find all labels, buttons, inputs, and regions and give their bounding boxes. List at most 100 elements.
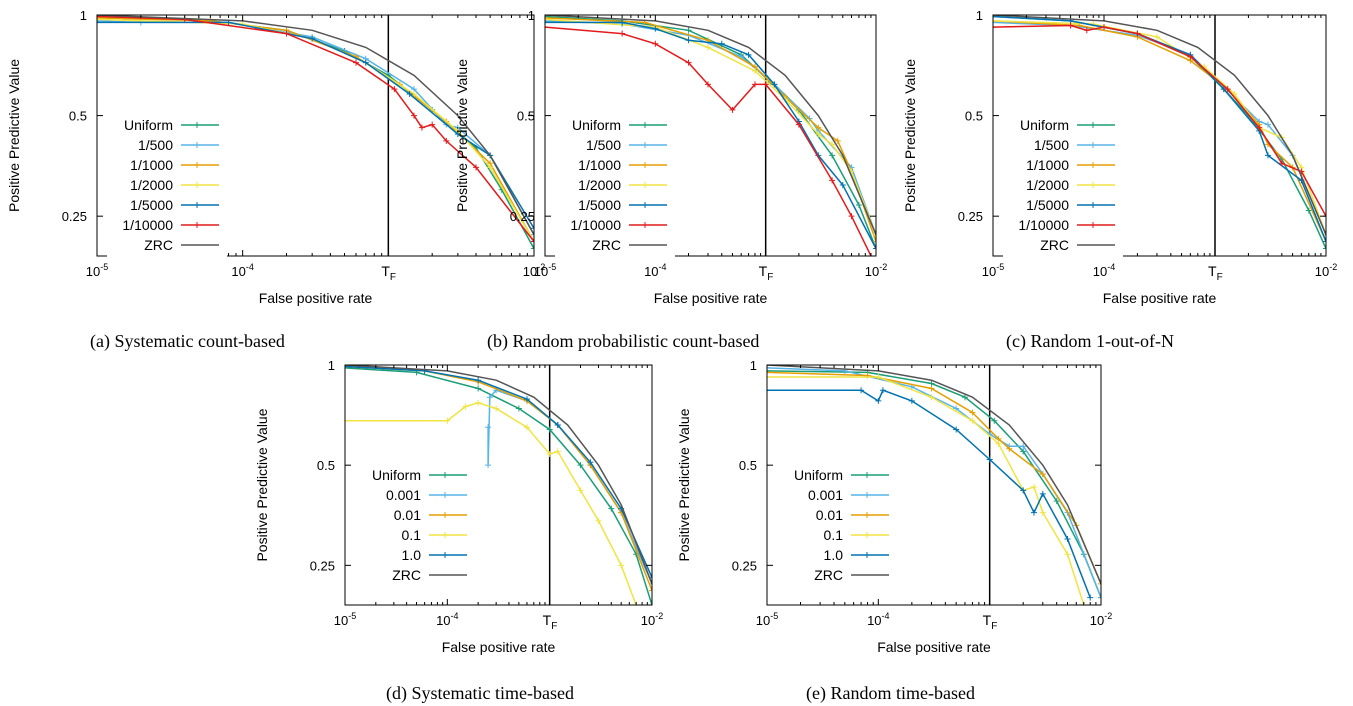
legend-label: ZRC bbox=[592, 237, 621, 253]
data-point bbox=[928, 385, 935, 392]
legend-label: ZRC bbox=[1040, 237, 1069, 253]
chart-panel-4: 10-5 10-4 10-2 TF 1 0.5 0.25 False positive rat… bbox=[254, 358, 663, 704]
data-point bbox=[873, 231, 876, 238]
y-tick-label: 0.25 bbox=[732, 558, 757, 573]
data-point bbox=[619, 19, 626, 26]
data-point bbox=[1006, 445, 1013, 452]
data-point bbox=[1039, 471, 1046, 478]
data-point bbox=[487, 164, 494, 171]
data-point bbox=[545, 24, 548, 31]
data-point bbox=[704, 81, 711, 88]
threshold-label: TF bbox=[543, 612, 558, 632]
data-point bbox=[873, 245, 876, 252]
series-line-1-0 bbox=[767, 389, 1091, 598]
y-tick-label: 1 bbox=[80, 8, 87, 23]
plot-frame bbox=[544, 14, 877, 257]
legend-label: ZRC bbox=[392, 567, 421, 583]
data-point bbox=[97, 15, 100, 21]
data-point bbox=[969, 409, 976, 416]
data-point bbox=[1083, 27, 1090, 34]
y-tick-label: 1 bbox=[528, 8, 535, 23]
x-tick-label: 10-2 bbox=[865, 262, 887, 279]
data-point bbox=[429, 121, 436, 128]
data-point bbox=[1323, 238, 1326, 245]
x-tick-label: 10-2 bbox=[523, 262, 545, 279]
data-point bbox=[1264, 121, 1271, 128]
data-point bbox=[718, 40, 725, 47]
series-line-1-10000 bbox=[545, 26, 872, 256]
data-point bbox=[97, 19, 100, 26]
data-point bbox=[618, 562, 625, 569]
data-point bbox=[729, 106, 736, 113]
data-point bbox=[848, 213, 855, 220]
legend-label: 1/10000 bbox=[1018, 217, 1069, 233]
data-point bbox=[829, 152, 836, 159]
data-point bbox=[486, 394, 493, 401]
legend-label: 0.001 bbox=[808, 487, 843, 503]
data-point bbox=[1053, 498, 1060, 505]
legend-label: 1/500 bbox=[586, 137, 621, 153]
data-point bbox=[309, 35, 316, 42]
x-tick-label: 10-2 bbox=[641, 611, 663, 628]
legend-label: 1/1000 bbox=[130, 157, 173, 173]
data-point bbox=[546, 451, 553, 458]
legend-label: Uniform bbox=[572, 117, 621, 133]
panel-caption: (a) Systematic count-based bbox=[90, 331, 285, 352]
data-point bbox=[928, 394, 935, 401]
data-point bbox=[652, 25, 659, 32]
data-point bbox=[685, 59, 692, 66]
legend-label: 1/5000 bbox=[130, 197, 173, 213]
data-point bbox=[97, 17, 100, 24]
data-point bbox=[473, 164, 480, 171]
x-tick-label: 10-5 bbox=[982, 262, 1004, 279]
data-point bbox=[587, 459, 594, 466]
data-point bbox=[986, 456, 993, 463]
panel-caption: (c) Random 1-out-of-N bbox=[1006, 331, 1174, 352]
data-point bbox=[908, 397, 915, 404]
legend-label: 1/10000 bbox=[122, 217, 173, 233]
y-tick-label: 0.5 bbox=[517, 109, 535, 124]
legend-label: 1.0 bbox=[402, 547, 422, 563]
data-point bbox=[875, 397, 882, 404]
y-tick-label: 1 bbox=[328, 358, 335, 373]
legend-label: 1/500 bbox=[1034, 137, 1069, 153]
data-point bbox=[418, 124, 425, 131]
data-point bbox=[577, 462, 584, 469]
data-point bbox=[839, 181, 846, 188]
x-axis-label: False positive rate bbox=[877, 639, 991, 655]
data-point bbox=[1087, 594, 1094, 601]
data-point bbox=[1134, 30, 1141, 37]
data-point bbox=[1020, 487, 1027, 494]
data-point bbox=[345, 365, 348, 371]
data-point bbox=[1020, 448, 1027, 455]
data-point bbox=[1064, 551, 1071, 558]
data-point bbox=[751, 67, 758, 74]
legend-label: 0.1 bbox=[824, 527, 844, 543]
legend-label: Uniform bbox=[372, 467, 421, 483]
series-line-0-1 bbox=[767, 376, 1085, 605]
y-tick-label: 0.5 bbox=[739, 458, 757, 473]
data-point bbox=[475, 385, 482, 392]
legend-label: 1/1000 bbox=[578, 157, 621, 173]
x-tick-label: 10-4 bbox=[644, 262, 666, 279]
x-tick-label: 10-5 bbox=[534, 262, 556, 279]
data-point bbox=[577, 487, 584, 494]
legend-label: 0.001 bbox=[386, 487, 421, 503]
data-point bbox=[362, 59, 369, 66]
series-line-1-5000 bbox=[97, 21, 534, 229]
legend-label: 1/5000 bbox=[1026, 197, 1069, 213]
plot-frame bbox=[344, 364, 653, 606]
legend-label: ZRC bbox=[814, 567, 843, 583]
data-point bbox=[545, 19, 548, 26]
data-point bbox=[1101, 24, 1107, 31]
data-point bbox=[1039, 490, 1046, 497]
y-tick-label: 0.25 bbox=[310, 558, 335, 573]
data-point bbox=[953, 426, 960, 433]
data-point bbox=[546, 426, 553, 433]
x-axis-label: False positive rate bbox=[654, 290, 768, 306]
data-point bbox=[1039, 509, 1046, 516]
x-tick-label: 10-5 bbox=[756, 611, 778, 628]
legend-background bbox=[355, 461, 475, 589]
data-point bbox=[531, 231, 534, 238]
